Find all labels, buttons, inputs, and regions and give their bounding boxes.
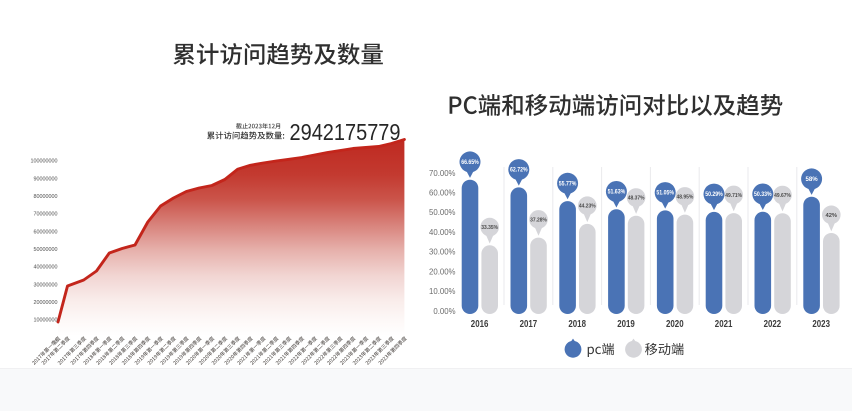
svg-text:2021: 2021 [715, 319, 733, 330]
svg-text:70000000: 70000000 [34, 212, 58, 218]
svg-text:49.71%: 49.71% [725, 193, 742, 199]
svg-text:58%: 58% [805, 176, 818, 183]
svg-text:50.00%: 50.00% [429, 208, 456, 217]
svg-text:62.72%: 62.72% [510, 167, 528, 174]
svg-text:48.95%: 48.95% [677, 194, 694, 200]
svg-text:20.00%: 20.00% [429, 267, 456, 276]
svg-text:30000000: 30000000 [34, 282, 58, 288]
svg-text:44.23%: 44.23% [579, 204, 596, 210]
svg-text:50000000: 50000000 [34, 247, 58, 253]
svg-text:80000000: 80000000 [34, 194, 58, 200]
svg-text:40000000: 40000000 [34, 265, 58, 271]
svg-text:50.33%: 50.33% [754, 191, 772, 198]
svg-text:48.37%: 48.37% [628, 196, 645, 202]
svg-text:2020: 2020 [666, 319, 684, 330]
svg-text:60000000: 60000000 [34, 229, 58, 235]
svg-text:10.00%: 10.00% [429, 287, 456, 296]
svg-text:2018: 2018 [568, 319, 586, 330]
svg-text:100000000: 100000000 [31, 159, 58, 165]
svg-text:2016: 2016 [471, 319, 489, 330]
svg-text:40.00%: 40.00% [429, 228, 456, 237]
svg-text:60.00%: 60.00% [429, 189, 456, 198]
svg-text:2019: 2019 [617, 319, 635, 330]
svg-text:70.00%: 70.00% [429, 169, 456, 178]
svg-text:37.28%: 37.28% [530, 217, 547, 223]
svg-text:49.67%: 49.67% [774, 193, 791, 199]
svg-text:10000000: 10000000 [34, 318, 58, 324]
svg-text:33.35%: 33.35% [481, 225, 498, 231]
svg-text:2022: 2022 [764, 319, 782, 330]
svg-text:30.00%: 30.00% [429, 248, 456, 257]
svg-text:51.63%: 51.63% [608, 189, 626, 196]
svg-text:42%: 42% [825, 213, 837, 219]
svg-text:0.00%: 0.00% [433, 307, 455, 316]
svg-text:55.77%: 55.77% [559, 180, 577, 187]
svg-text:2942175779: 2942175779 [290, 119, 401, 145]
svg-text:66.65%: 66.65% [461, 159, 479, 166]
svg-text:90000000: 90000000 [34, 176, 58, 182]
svg-text:20000000: 20000000 [34, 300, 58, 306]
svg-text:51.05%: 51.05% [656, 190, 674, 197]
svg-text:2023: 2023 [812, 319, 830, 330]
svg-text:2017: 2017 [520, 319, 538, 330]
svg-text:50.29%: 50.29% [705, 191, 723, 198]
